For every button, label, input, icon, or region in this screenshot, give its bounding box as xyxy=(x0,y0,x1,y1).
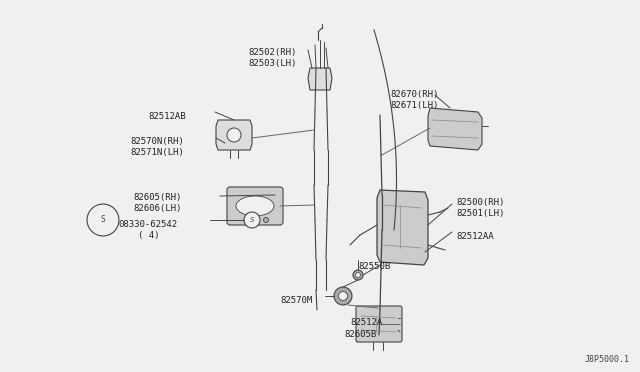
Text: 82503(LH): 82503(LH) xyxy=(248,59,296,68)
Text: 82671(LH): 82671(LH) xyxy=(390,101,438,110)
Ellipse shape xyxy=(353,270,363,280)
Text: 82605B: 82605B xyxy=(344,330,376,339)
Text: J8P5000.1: J8P5000.1 xyxy=(585,355,630,364)
Ellipse shape xyxy=(227,128,241,142)
Text: 82550B: 82550B xyxy=(358,262,390,271)
FancyBboxPatch shape xyxy=(356,306,402,342)
Text: 82512AB: 82512AB xyxy=(148,112,186,121)
Text: 82512AA: 82512AA xyxy=(456,232,493,241)
Polygon shape xyxy=(428,108,482,150)
Ellipse shape xyxy=(339,292,348,301)
Text: S: S xyxy=(250,217,254,223)
Polygon shape xyxy=(308,68,332,90)
Text: 82512A: 82512A xyxy=(350,318,382,327)
Ellipse shape xyxy=(355,273,360,278)
Text: 82570M: 82570M xyxy=(280,296,312,305)
Ellipse shape xyxy=(244,212,260,228)
Ellipse shape xyxy=(236,196,274,216)
Text: 82570N(RH): 82570N(RH) xyxy=(130,137,184,146)
Text: 82605(RH): 82605(RH) xyxy=(133,193,181,202)
Ellipse shape xyxy=(334,287,352,305)
Polygon shape xyxy=(216,120,252,150)
Text: 82606(LH): 82606(LH) xyxy=(133,204,181,213)
Polygon shape xyxy=(377,190,428,265)
Text: ( 4): ( 4) xyxy=(138,231,159,240)
FancyBboxPatch shape xyxy=(227,187,283,225)
Text: 82571N(LH): 82571N(LH) xyxy=(130,148,184,157)
Text: 82670(RH): 82670(RH) xyxy=(390,90,438,99)
Text: 82501(LH): 82501(LH) xyxy=(456,209,504,218)
Text: 82500(RH): 82500(RH) xyxy=(456,198,504,207)
Text: 08330-62542: 08330-62542 xyxy=(118,220,177,229)
Text: 82502(RH): 82502(RH) xyxy=(248,48,296,57)
Ellipse shape xyxy=(264,218,269,222)
Text: S: S xyxy=(100,215,106,224)
